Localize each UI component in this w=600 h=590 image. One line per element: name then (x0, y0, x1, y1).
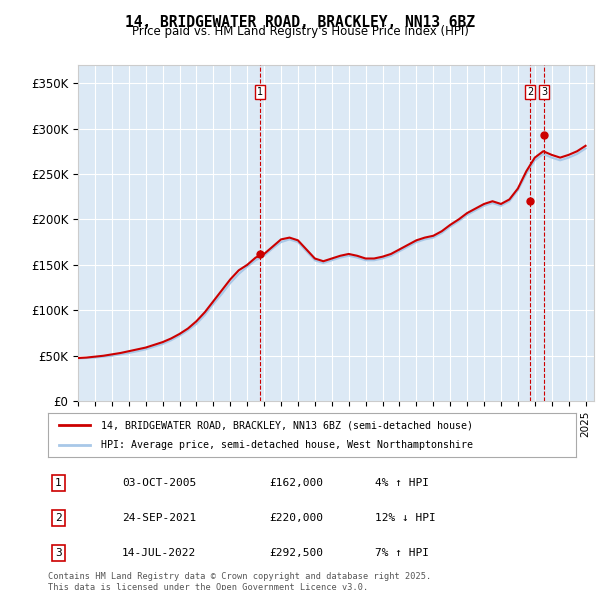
Text: 3: 3 (541, 87, 547, 97)
Text: 03-OCT-2005: 03-OCT-2005 (122, 478, 196, 488)
Text: HPI: Average price, semi-detached house, West Northamptonshire: HPI: Average price, semi-detached house,… (101, 440, 473, 450)
Text: 3: 3 (55, 548, 62, 558)
Text: 1: 1 (55, 478, 62, 488)
Text: 14, BRIDGEWATER ROAD, BRACKLEY, NN13 6BZ: 14, BRIDGEWATER ROAD, BRACKLEY, NN13 6BZ (125, 15, 475, 30)
Text: 7% ↑ HPI: 7% ↑ HPI (376, 548, 430, 558)
Text: Contains HM Land Registry data © Crown copyright and database right 2025.
This d: Contains HM Land Registry data © Crown c… (48, 572, 431, 590)
Text: 4% ↑ HPI: 4% ↑ HPI (376, 478, 430, 488)
Text: £292,500: £292,500 (270, 548, 324, 558)
Text: 14-JUL-2022: 14-JUL-2022 (122, 548, 196, 558)
Text: 2: 2 (55, 513, 62, 523)
Text: 12% ↓ HPI: 12% ↓ HPI (376, 513, 436, 523)
Text: 14, BRIDGEWATER ROAD, BRACKLEY, NN13 6BZ (semi-detached house): 14, BRIDGEWATER ROAD, BRACKLEY, NN13 6BZ… (101, 421, 473, 430)
Text: 2: 2 (527, 87, 533, 97)
Text: 1: 1 (257, 87, 263, 97)
Text: Price paid vs. HM Land Registry's House Price Index (HPI): Price paid vs. HM Land Registry's House … (131, 25, 469, 38)
Text: £162,000: £162,000 (270, 478, 324, 488)
Text: 24-SEP-2021: 24-SEP-2021 (122, 513, 196, 523)
Text: £220,000: £220,000 (270, 513, 324, 523)
